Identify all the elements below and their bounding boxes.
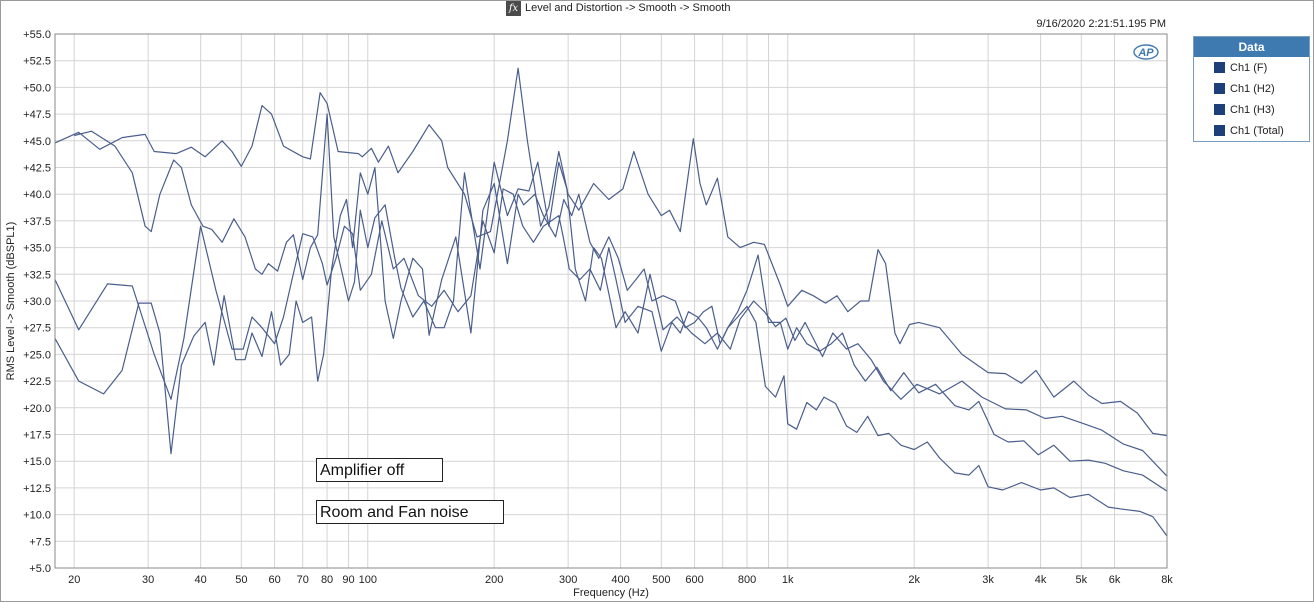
legend-label: Ch1 (F) [1230, 61, 1268, 74]
y-tick-label: +52.5 [23, 56, 51, 68]
plot-border [54, 33, 1168, 569]
y-tick-label: +35.0 [23, 243, 51, 255]
y-tick-label: +45.0 [23, 136, 51, 148]
y-tick-label: +30.0 [23, 296, 51, 308]
x-tick-label: 6k [1109, 574, 1121, 586]
x-tick-label: 80 [321, 574, 333, 586]
legend-item-f[interactable]: Ch1 (F) [1194, 57, 1309, 78]
x-tick-label: 60 [268, 574, 280, 586]
series-line-h3 [54, 188, 1168, 492]
series-line-h2 [74, 113, 1168, 477]
grid-layer [55, 33, 1168, 569]
x-tick-label: 30 [142, 574, 154, 586]
legend-swatch [1214, 125, 1225, 136]
x-tick-label: 100 [359, 574, 377, 586]
legend-label: Ch1 (H3) [1230, 103, 1275, 116]
legend-header: Data [1194, 37, 1309, 57]
x-tick-label: 200 [485, 574, 503, 586]
legend-item-total[interactable]: Ch1 (Total) [1194, 120, 1309, 141]
x-tick-label: 40 [195, 574, 207, 586]
y-tick-label: +40.0 [23, 189, 51, 201]
ap-logo-icon: AP [1133, 44, 1159, 60]
timestamp: 9/16/2020 2:21:51.195 PM [1036, 18, 1166, 30]
title-bar: fx Level and Distortion -> Smooth -> Smo… [506, 0, 730, 16]
y-tick-label: +7.5 [29, 536, 51, 548]
x-tick-label: 3k [982, 574, 994, 586]
legend-item-h2[interactable]: Ch1 (H2) [1194, 78, 1309, 99]
x-tick-label: 90 [342, 574, 354, 586]
y-tick-label: +42.5 [23, 163, 51, 175]
legend-label: Ch1 (H2) [1230, 82, 1275, 95]
legend-item-h3[interactable]: Ch1 (H3) [1194, 99, 1309, 120]
y-tick-label: +55.0 [23, 29, 51, 41]
y-tick-label: +22.5 [23, 376, 51, 388]
y-tick-label: +5.0 [29, 563, 51, 575]
x-tick-label: 300 [559, 574, 577, 586]
chart-plot: +55.0 +52.5 +50.0 +47.5 +45.0 +42.5 +40.0 +37.5… [5, 29, 1173, 599]
y-tick-label: +17.5 [23, 430, 51, 442]
x-tick-label: 600 [685, 574, 703, 586]
series-line-f [54, 67, 1168, 437]
y-tick-label: +32.5 [23, 269, 51, 281]
x-tick-label: 20 [68, 574, 80, 586]
x-tick-label: 70 [297, 574, 309, 586]
series-line-total [54, 166, 1168, 537]
y-tick-label: +50.0 [23, 82, 51, 94]
y-tick-label: +27.5 [23, 323, 51, 335]
x-tick-label: 500 [652, 574, 670, 586]
x-tick-label: 1k [782, 574, 794, 586]
x-tick-label: 800 [738, 574, 756, 586]
legend-swatch [1214, 62, 1225, 73]
y-axis-label: RMS Level -> Smooth (dBSPL1) [5, 222, 17, 381]
x-tick-label: 2k [908, 574, 920, 586]
legend-swatch [1214, 104, 1225, 115]
y-tick-label: +20.0 [23, 403, 51, 415]
y-tick-label: +12.5 [23, 483, 51, 495]
x-tick-label: 400 [611, 574, 629, 586]
series-layer [54, 67, 1168, 537]
axis-layer: +55.0 +52.5 +50.0 +47.5 +45.0 +42.5 +40.0 +37.5… [5, 29, 1173, 599]
svg-text:AP: AP [1137, 47, 1154, 59]
annotation-room-fan-noise: Room and Fan noise [316, 500, 504, 524]
legend-panel: Data Ch1 (F) Ch1 (H2) Ch1 (H3) Ch1 (Tota… [1193, 36, 1310, 142]
x-tick-label: 4k [1035, 574, 1047, 586]
y-tick-label: +15.0 [23, 456, 51, 468]
fx-icon: fx [506, 0, 521, 16]
x-tick-label: 50 [235, 574, 247, 586]
x-tick-label: 8k [1161, 574, 1173, 586]
x-tick-label: 5k [1075, 574, 1087, 586]
y-tick-label: +10.0 [23, 510, 51, 522]
x-axis-label: Frequency (Hz) [573, 587, 649, 599]
y-tick-label: +47.5 [23, 109, 51, 121]
y-tick-label: +25.0 [23, 349, 51, 361]
chart-title: Level and Distortion -> Smooth -> Smooth [525, 2, 731, 14]
annotation-amplifier-off: Amplifier off [316, 458, 443, 482]
legend-swatch [1214, 83, 1225, 94]
y-tick-label: +37.5 [23, 216, 51, 228]
legend-label: Ch1 (Total) [1230, 124, 1284, 137]
